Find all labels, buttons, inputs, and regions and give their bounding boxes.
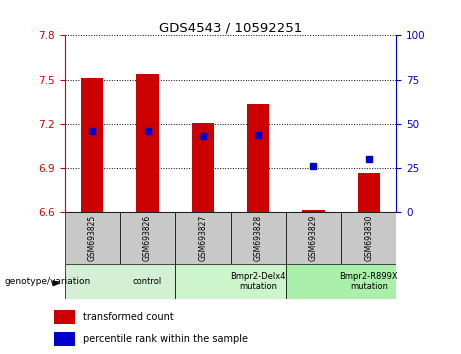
Bar xyxy=(120,212,175,264)
Text: Bmpr2-R899X
mutation: Bmpr2-R899X mutation xyxy=(339,272,398,291)
Text: GSM693830: GSM693830 xyxy=(364,215,373,261)
Polygon shape xyxy=(53,281,59,286)
Title: GDS4543 / 10592251: GDS4543 / 10592251 xyxy=(159,21,302,34)
Bar xyxy=(136,74,159,212)
Bar xyxy=(341,212,396,264)
Text: GSM693825: GSM693825 xyxy=(88,215,97,261)
Text: GSM693827: GSM693827 xyxy=(198,215,207,261)
Bar xyxy=(192,123,214,212)
Text: control: control xyxy=(133,277,162,286)
Text: transformed count: transformed count xyxy=(83,312,174,322)
Text: GSM693829: GSM693829 xyxy=(309,215,318,261)
Bar xyxy=(247,104,269,212)
Bar xyxy=(54,332,76,346)
Text: genotype/variation: genotype/variation xyxy=(5,277,91,286)
Text: percentile rank within the sample: percentile rank within the sample xyxy=(83,334,248,344)
Bar xyxy=(302,210,325,212)
Bar xyxy=(65,264,175,299)
Text: Bmpr2-Delx4
mutation: Bmpr2-Delx4 mutation xyxy=(230,272,286,291)
Bar xyxy=(65,212,120,264)
Bar xyxy=(230,212,286,264)
Text: GSM693828: GSM693828 xyxy=(254,215,263,261)
Bar xyxy=(54,310,76,324)
Text: GSM693826: GSM693826 xyxy=(143,215,152,261)
Bar xyxy=(81,78,103,212)
Bar xyxy=(286,212,341,264)
Bar xyxy=(175,212,230,264)
Bar xyxy=(358,173,380,212)
Bar xyxy=(286,264,396,299)
Bar xyxy=(175,264,286,299)
